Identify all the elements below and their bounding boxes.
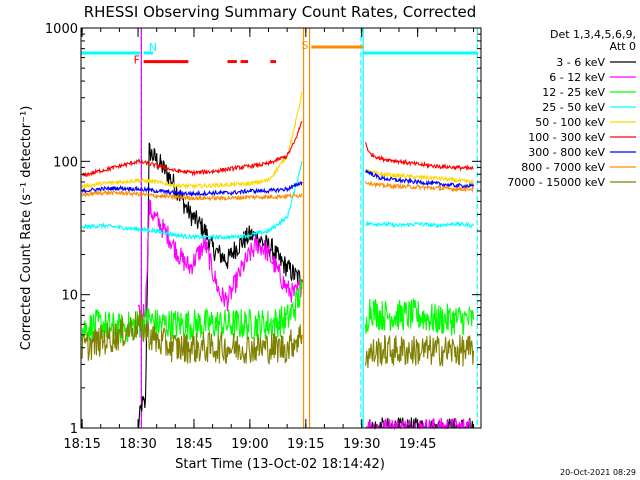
- series-line-6: [364, 168, 475, 189]
- generation-timestamp: 20-Oct-2021 08:29: [560, 468, 636, 477]
- chart-title: RHESSI Observing Summary Count Rates, Co…: [84, 3, 477, 21]
- series-line-4: [81, 91, 303, 190]
- y-tick-label: 100: [53, 155, 78, 170]
- plot-area-frame: [80, 27, 482, 429]
- y-tick-label: 1000: [45, 22, 78, 37]
- flag-label-n: N: [149, 41, 157, 54]
- y-axis-label: Corrected Count Rate (s⁻¹ detector⁻¹): [19, 106, 34, 351]
- legend-entry-label: 100 - 300 keV: [528, 131, 605, 144]
- vertical-markers: [140, 28, 478, 428]
- series-line-1: [365, 417, 474, 431]
- legend-entry-label: 12 - 25 keV: [542, 86, 605, 99]
- x-tick-label: 19:15: [287, 437, 324, 452]
- series-line-4: [365, 169, 474, 186]
- x-axis-label: Start Time (13-Oct-02 18:14:42): [175, 457, 385, 472]
- y-axis: 1 10 100 1000: [45, 22, 481, 437]
- flag-label-s: S: [301, 39, 308, 52]
- legend-entry-label: 6 - 12 keV: [549, 71, 605, 84]
- legend-entry-label: 300 - 800 keV: [528, 146, 605, 159]
- x-tick-label: 19:00: [231, 437, 268, 452]
- series-line-1: [137, 199, 303, 324]
- x-tick-label: 19:30: [343, 437, 380, 452]
- series-line-6: [81, 181, 303, 198]
- series-line-2: [81, 279, 303, 345]
- series-line-7: [364, 181, 475, 193]
- y-tick-label: 10: [61, 289, 78, 304]
- legend: Det 1,3,4,5,6,9,Att 0 3 - 6 keV 6 - 12 keV…: [507, 28, 636, 189]
- series-line-3: [81, 161, 303, 241]
- x-tick-label: 18:30: [119, 437, 156, 452]
- legend-entry-label: 7000 - 15000 keV: [507, 176, 605, 189]
- series-line-8: [364, 334, 475, 368]
- series-line-7: [81, 189, 303, 202]
- series-line-5: [81, 120, 303, 178]
- x-tick-label: 18:15: [63, 437, 100, 452]
- flag-label-f: F: [134, 54, 140, 67]
- legend-entry-label: 800 - 7000 keV: [521, 161, 605, 174]
- legend-entry-label: 3 - 6 keV: [556, 56, 605, 69]
- series-line-2: [364, 297, 475, 336]
- legend-header-line: Att 0: [610, 40, 636, 53]
- series-line-3: [365, 220, 474, 229]
- legend-header-line: Det 1,3,4,5,6,9,: [550, 28, 636, 41]
- legend-entry-label: 25 - 50 keV: [542, 101, 605, 114]
- series-lines: [81, 91, 475, 431]
- x-tick-label: 18:45: [175, 437, 212, 452]
- x-tick-label: 19:45: [399, 437, 436, 452]
- y-tick-label: 1: [70, 422, 78, 437]
- x-axis: 18:15 18:30 18:45 19:00 19:15 19:30 19:45: [63, 28, 475, 452]
- flag-bars: NF S: [81, 39, 478, 67]
- legend-entry-label: 50 - 100 keV: [535, 116, 605, 129]
- series-line-5: [364, 141, 474, 172]
- series-line-8: [81, 309, 303, 366]
